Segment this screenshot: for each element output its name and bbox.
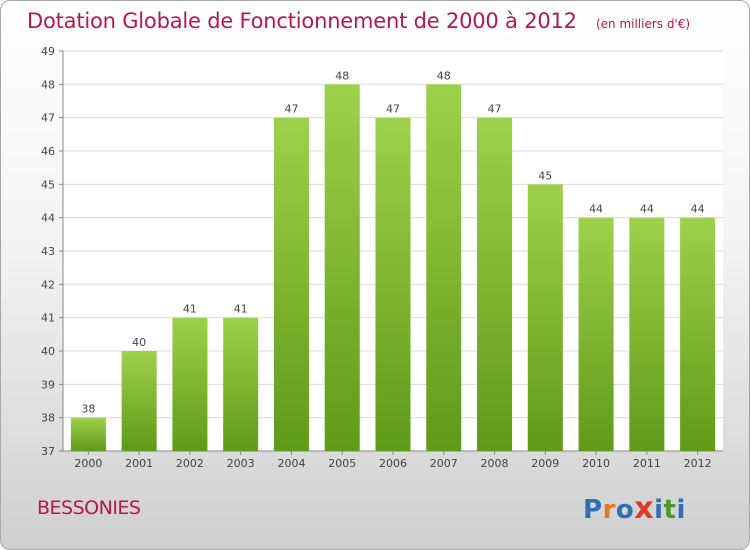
bar xyxy=(477,117,513,452)
x-tick-label: 2006 xyxy=(379,457,407,470)
logo-letter: i xyxy=(676,495,686,525)
y-tick-label: 41 xyxy=(41,312,55,325)
data-label: 47 xyxy=(284,103,298,116)
proxiti-logo: Proxiti xyxy=(583,491,686,526)
y-tick-label: 42 xyxy=(41,278,55,291)
x-tick-label: 2001 xyxy=(125,457,153,470)
x-tick-label: 2011 xyxy=(633,457,661,470)
y-tick-label: 44 xyxy=(41,212,55,225)
x-tick-label: 2000 xyxy=(74,457,102,470)
data-label: 41 xyxy=(183,303,197,316)
bar xyxy=(223,317,259,451)
data-label: 47 xyxy=(488,103,502,116)
data-label: 45 xyxy=(538,169,552,182)
x-tick-label: 2012 xyxy=(684,457,712,470)
y-tick-label: 49 xyxy=(41,45,55,58)
title-row: Dotation Globale de Fonctionnement de 20… xyxy=(27,9,690,33)
bar xyxy=(527,184,563,452)
bar xyxy=(324,84,360,451)
data-label: 48 xyxy=(437,69,451,82)
logo-letter: P xyxy=(583,495,603,525)
bar xyxy=(273,117,309,452)
y-tick-label: 48 xyxy=(41,78,55,91)
data-label: 38 xyxy=(81,403,95,416)
y-tick-label: 46 xyxy=(41,145,55,158)
bar xyxy=(375,117,411,452)
data-label: 40 xyxy=(132,336,146,349)
y-tick-label: 47 xyxy=(41,112,55,125)
data-label: 48 xyxy=(335,69,349,82)
bar xyxy=(578,217,614,451)
x-tick-label: 2008 xyxy=(481,457,509,470)
logo-letter: i xyxy=(654,495,664,525)
y-tick-label: 37 xyxy=(41,445,55,458)
bar xyxy=(629,217,665,451)
data-label: 44 xyxy=(640,203,654,216)
data-label: 44 xyxy=(589,203,603,216)
x-tick-label: 2005 xyxy=(328,457,356,470)
bar xyxy=(172,317,208,451)
logo-letter: r xyxy=(602,495,616,525)
x-tick-label: 2003 xyxy=(227,457,255,470)
x-tick-label: 2004 xyxy=(277,457,305,470)
x-tick-label: 2010 xyxy=(582,457,610,470)
logo-letter: t xyxy=(663,495,677,525)
x-tick-label: 2007 xyxy=(430,457,458,470)
y-tick-label: 43 xyxy=(41,245,55,258)
commune-name: BESSONIES xyxy=(37,497,141,519)
x-tick-label: 2009 xyxy=(531,457,559,470)
bar xyxy=(70,417,106,451)
y-tick-label: 40 xyxy=(41,345,55,358)
data-label: 41 xyxy=(234,303,248,316)
bar xyxy=(121,351,157,451)
chart-title: Dotation Globale de Fonctionnement de 20… xyxy=(27,9,577,33)
x-tick-label: 2002 xyxy=(176,457,204,470)
unit-label: (en milliers d'€) xyxy=(595,17,691,31)
data-label: 44 xyxy=(691,203,705,216)
logo-letter: o xyxy=(615,495,635,525)
data-label: 47 xyxy=(386,103,400,116)
bar xyxy=(426,84,462,451)
bar xyxy=(680,217,716,451)
logo-letter: x xyxy=(634,491,655,526)
y-tick-label: 45 xyxy=(41,178,55,191)
y-tick-label: 39 xyxy=(41,378,55,391)
y-tick-label: 38 xyxy=(41,412,55,425)
